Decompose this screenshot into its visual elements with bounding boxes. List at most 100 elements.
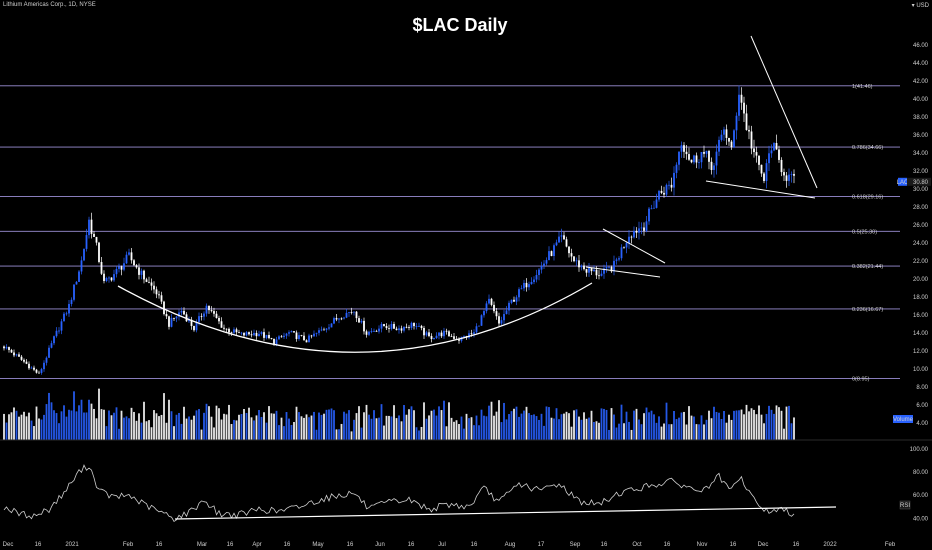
- candle-body: [663, 192, 665, 195]
- candle-body: [310, 335, 313, 337]
- time-tick-label: 16: [664, 542, 671, 548]
- candle-body: [393, 324, 395, 329]
- candle-body: [793, 173, 795, 176]
- candle-body: [645, 221, 648, 231]
- volume-bar: [5, 422, 8, 440]
- volume-bar: [703, 424, 705, 440]
- volume-bar: [338, 429, 340, 440]
- drawn-trendlines[interactable]: [117, 35, 818, 353]
- volume-bar: [95, 418, 98, 440]
- volume-bar: [180, 423, 183, 440]
- candle-body: [228, 328, 230, 333]
- candle-body: [208, 305, 210, 311]
- rsi-line[interactable]: [3, 464, 795, 522]
- candle-body: [748, 129, 750, 132]
- volume-bar: [365, 404, 368, 440]
- volume-bar: [555, 408, 558, 440]
- volume-bar: [718, 412, 720, 440]
- fib-levels[interactable]: 1(41.46) 0.786(34.66) 0.618(29.16) 0.5(25.3…: [0, 84, 900, 383]
- rsi-trendline[interactable]: [174, 506, 837, 520]
- candle-body: [420, 325, 423, 328]
- volume-bar: [603, 408, 605, 440]
- volume-bar: [725, 422, 728, 440]
- volume-bar: [85, 412, 88, 440]
- candle-body: [628, 236, 630, 243]
- price-tick-label: 46.00: [913, 43, 929, 49]
- candle-body: [555, 242, 558, 246]
- volume-bar: [170, 411, 173, 440]
- candle-body: [505, 310, 508, 315]
- volume-bar: [278, 425, 280, 440]
- candle-body: [270, 338, 273, 339]
- currency-selector[interactable]: ▾ USD: [911, 3, 929, 9]
- candle-body: [400, 328, 403, 331]
- volume-bar: [445, 426, 448, 440]
- flag-lower-line[interactable]: [585, 266, 661, 278]
- volume-bar: [50, 402, 53, 440]
- candle-body: [130, 252, 133, 261]
- fib-label: 0.382(21.44): [852, 264, 883, 270]
- candle-body: [355, 311, 358, 319]
- flag-upper-line[interactable]: [602, 228, 666, 264]
- fib-label: 0.5(25.30): [852, 229, 877, 235]
- volume-bar: [723, 410, 725, 440]
- rsi-pane[interactable]: 40.00 60.00 80.00 100.00 RSI: [3, 447, 929, 523]
- candle-body: [678, 151, 680, 165]
- volume-bar: [618, 423, 620, 440]
- time-tick-label: Mar: [197, 542, 207, 548]
- volume-bar: [595, 421, 598, 440]
- cup-curve[interactable]: [117, 282, 593, 353]
- volume-bar: [163, 393, 165, 440]
- volume-bar: [400, 421, 403, 440]
- time-tick-label: 16: [156, 542, 163, 548]
- volume-bar: [260, 416, 263, 440]
- volume-bar: [178, 412, 180, 440]
- price-tick-label: 30.00: [913, 187, 929, 193]
- candle-body: [478, 325, 480, 327]
- candle-body: [715, 151, 718, 166]
- price-tick-label: 26.00: [913, 223, 929, 229]
- candle-body: [318, 330, 320, 333]
- candle-body: [783, 172, 785, 176]
- candle-body: [200, 316, 203, 317]
- price-axis[interactable]: 4.00 6.00 8.00 10.00 12.00 14.00 16.00 18.00 20.…: [893, 43, 931, 427]
- candle-body: [245, 332, 248, 336]
- symbol-header[interactable]: Lithium Americas Corp., 1D, NYSE: [3, 2, 96, 8]
- volume-bar: [73, 391, 75, 440]
- volume-bar: [295, 406, 298, 440]
- volume-bar: [320, 414, 323, 440]
- candle-body: [373, 330, 375, 332]
- symbol-tag-bg: [898, 177, 907, 186]
- candle-body: [483, 311, 485, 316]
- volume-bar: [500, 422, 503, 440]
- candle-body: [120, 266, 123, 270]
- volume-bar: [88, 399, 90, 440]
- volume-bar: [605, 409, 608, 440]
- candle-body: [140, 270, 143, 275]
- candle-body: [490, 298, 493, 305]
- volume-bar: [620, 404, 623, 440]
- wedge-upper-line[interactable]: [750, 35, 818, 189]
- volume-bar: [455, 420, 458, 440]
- candle-body: [693, 155, 695, 163]
- volume-bar: [223, 413, 225, 440]
- candle-body: [775, 143, 778, 150]
- wedge-lower-line[interactable]: [705, 180, 816, 199]
- candle-body: [745, 113, 748, 130]
- candle-body: [325, 328, 328, 330]
- price-candles[interactable]: [3, 85, 795, 375]
- volume-bar: [225, 414, 228, 440]
- volume-bar: [238, 414, 240, 440]
- volume-bar: [370, 418, 373, 440]
- volume-bar: [318, 412, 320, 440]
- volume-bar: [593, 422, 595, 440]
- volume-bar: [738, 410, 740, 440]
- volume-bar: [385, 415, 388, 440]
- volume-bar: [103, 409, 105, 440]
- candle-body: [88, 219, 90, 236]
- volume-bar: [360, 427, 363, 440]
- time-axis[interactable]: Dec 16 2021 Feb 16 Mar 16 Apr 16 May 16 Jun 16 Jul 16 A…: [3, 542, 896, 548]
- candle-body: [538, 269, 540, 275]
- candle-body: [765, 163, 768, 181]
